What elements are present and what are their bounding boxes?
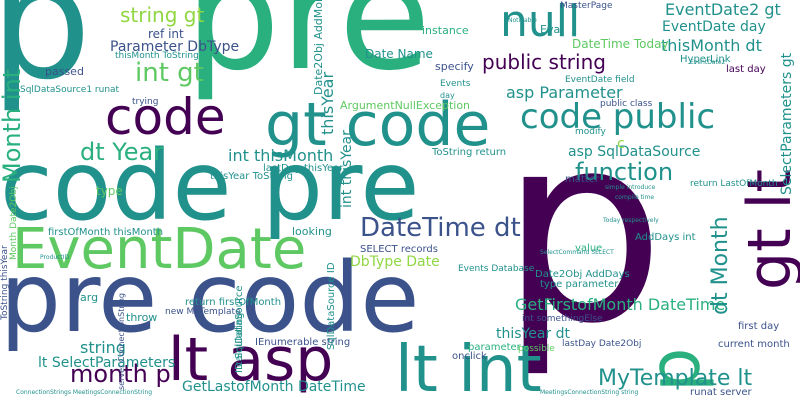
word-date2obj-adddays: Date2Obj AddDays [535, 269, 630, 280]
word-trying: trying [132, 97, 159, 107]
word-month-date2obj: Month Date2Obj [9, 186, 19, 260]
word-ref-int: ref int [148, 27, 184, 41]
word-string: string [80, 338, 126, 357]
word-datetime-today: DateTime Today [572, 37, 669, 51]
word-type-parameter: type parameter [540, 279, 619, 290]
word-dt-month: dt Month [708, 216, 733, 315]
word-dbtype-date: DbType Date [350, 254, 440, 270]
word-string-gt: string gt [120, 3, 205, 27]
word-date2obj-addmonths: Date2Obj AddMonths [312, 0, 325, 95]
word-int-gt: int gt [135, 58, 204, 88]
word-new-mytemplate: new MyTemplate [165, 307, 241, 317]
word-getlastofmonth-datetime: GetLastofMonth DateTime [182, 379, 366, 395]
word-getfirstofmonth-datetime: GetFirstofMonth DateTime [515, 295, 726, 314]
word-lt-int: lt int [395, 333, 542, 400]
word-asp-sqldatasource: asp SqlDataSource [568, 144, 701, 160]
word-return-firstofmonth: return firstOfMonth [185, 297, 282, 308]
word-tostring-thisyear: ToString thisYear [0, 245, 10, 320]
word-p-1: p [0, 0, 92, 115]
word-thismonth-tostring: thisMonth ToString [115, 51, 199, 61]
word-code-pre: code pre [0, 130, 420, 242]
word-passed: passed [45, 65, 84, 78]
word-masterpage: MasterPage [560, 1, 613, 11]
word-eventdate-field: EventDate field [565, 75, 635, 85]
word-runat-server: runat server [690, 387, 752, 398]
word-modify: modify [575, 127, 606, 137]
word-eventdate2-gt: EventDate2 gt [665, 0, 781, 19]
word-parameter-dbtype: Parameter DbType [110, 39, 240, 55]
word-id-sqldatasource: ID SqlDataSource [234, 285, 245, 373]
word-meetingsconnectionstring-string: MeetingsConnectionString string [540, 389, 639, 396]
word-throw: throw [126, 311, 158, 324]
word-lastday-thisyear: lastDay thisYear [263, 163, 344, 174]
word-public-class: public class [600, 99, 653, 109]
word-day: day [440, 91, 455, 100]
word-month-p: month p [70, 360, 171, 388]
word-thisyear-dt: thisYear dt [496, 326, 571, 342]
word-return-lastofmonth: return LastOfMonth [690, 179, 778, 189]
word-today-respectively: Today respectively [603, 217, 659, 224]
word-arg: arg [80, 291, 99, 304]
word-function: function [575, 158, 674, 186]
word-possible: possible [518, 344, 555, 354]
word-int-thismonth: int thisMonth [228, 146, 334, 165]
word-productid: ProductID [40, 254, 70, 261]
word-type: type [96, 184, 123, 198]
word-last-day: last day [726, 64, 766, 75]
word-pre-1: pre [185, 0, 431, 104]
word-pre-code: pre code [0, 242, 420, 354]
word-gt-code: gt code [265, 90, 491, 160]
word-public-string: public string [482, 50, 606, 74]
word-selectcommand-select: SelectCommand SELECT [540, 249, 614, 256]
word-asp-parameter: asp Parameter [506, 83, 623, 102]
word-events: Events [440, 79, 471, 89]
word-events-database: Events Database [458, 264, 535, 274]
word-hyperlink: HyperLink [680, 54, 731, 65]
word-mytemplate-lt: MyTemplate lt [598, 366, 753, 391]
word-value: value [575, 243, 603, 254]
word-lastday-date2obj: lastDay Date2Obj [562, 339, 642, 349]
word-onclick: onclick [452, 351, 487, 362]
word-specify: specify [435, 60, 474, 73]
word-eventdate2: EventDate2 [690, 59, 726, 66]
word-thisyear-tostring: thisYear ToString [210, 171, 293, 182]
word-argumentnullexception: ArgumentNullException [340, 99, 471, 112]
word-datetime-dt: DateTime dt [360, 213, 521, 243]
word-sqldatasource1-runat: SqlDataSource1 runat [20, 85, 120, 95]
word-code-public: code public [520, 97, 716, 137]
word-parameter: parameter [468, 342, 521, 353]
word-selectparameters-gt: SelectParameters gt [779, 52, 795, 195]
word-adddays-int: AddDays int [635, 232, 696, 243]
word-eventdate-day: EventDate day [662, 19, 766, 35]
word-int-somethingelse: int somethingElse [522, 314, 603, 324]
word-eval: Eval [540, 23, 564, 36]
word-instance: instance [422, 24, 469, 37]
word-tostring-return: ToString return [432, 147, 507, 158]
word-server-connectionstring: server ConnectionString [117, 292, 126, 390]
word-p-2: p [500, 79, 666, 381]
word-first-day: first day [738, 321, 780, 332]
word-c: c [617, 136, 625, 152]
word-dt-year: dt Year [80, 138, 164, 166]
word-null: null [500, 0, 581, 47]
word-select-records: SELECT records [360, 244, 438, 255]
word-sqldatasource-id: SqlDataSource ID [326, 262, 337, 350]
word-firstofmonth-thismonth: firstOfMonth thisMonth [48, 227, 164, 238]
word-notifiable: Notifiable [508, 17, 537, 24]
word-compile-time: compile time [615, 194, 655, 201]
word-simple-introduce: simple introduce [605, 184, 656, 191]
word-lt-selectparameters: lt SelectParameters [38, 355, 176, 371]
word-eventdate: EventDate [12, 217, 307, 282]
word-code: code [105, 88, 226, 146]
word-date-name: Date Name [365, 47, 433, 61]
word-thismonth-dt: thisMonth dt [661, 36, 762, 55]
word-matter: matter [565, 174, 599, 185]
word-ienumerable-string: IEnumerable string [255, 337, 351, 348]
word-current-month: current month [718, 339, 790, 350]
word-looking: looking [292, 225, 332, 238]
word-lt-asp: lt asp [168, 325, 334, 395]
word-connectionstrings-meetingsconnectionstring: ConnectionStrings MeetingsConnectionStri… [16, 389, 153, 396]
